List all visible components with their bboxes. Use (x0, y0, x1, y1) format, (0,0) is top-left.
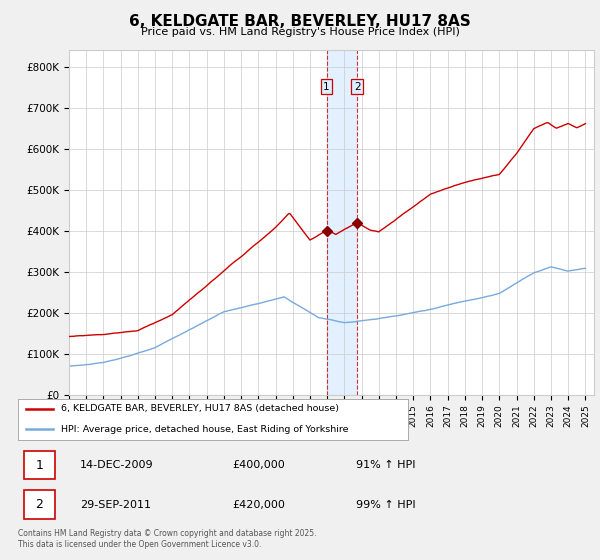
Text: 2: 2 (354, 82, 361, 92)
FancyBboxPatch shape (23, 451, 55, 479)
Bar (326, 50, 358, 395)
Text: 1: 1 (35, 459, 43, 472)
Text: £400,000: £400,000 (232, 460, 285, 470)
Text: 14-DEC-2009: 14-DEC-2009 (80, 460, 154, 470)
Text: 99% ↑ HPI: 99% ↑ HPI (356, 500, 416, 510)
Text: Contains HM Land Registry data © Crown copyright and database right 2025.
This d: Contains HM Land Registry data © Crown c… (18, 529, 317, 549)
Text: 6, KELDGATE BAR, BEVERLEY, HU17 8AS (detached house): 6, KELDGATE BAR, BEVERLEY, HU17 8AS (det… (61, 404, 339, 413)
Text: Price paid vs. HM Land Registry's House Price Index (HPI): Price paid vs. HM Land Registry's House … (140, 27, 460, 37)
Text: 2: 2 (35, 498, 43, 511)
Text: 91% ↑ HPI: 91% ↑ HPI (356, 460, 416, 470)
Text: 1: 1 (323, 82, 330, 92)
Text: 29-SEP-2011: 29-SEP-2011 (80, 500, 151, 510)
FancyBboxPatch shape (23, 491, 55, 519)
Text: HPI: Average price, detached house, East Riding of Yorkshire: HPI: Average price, detached house, East… (61, 424, 349, 433)
Text: £420,000: £420,000 (232, 500, 285, 510)
Text: 6, KELDGATE BAR, BEVERLEY, HU17 8AS: 6, KELDGATE BAR, BEVERLEY, HU17 8AS (129, 14, 471, 29)
